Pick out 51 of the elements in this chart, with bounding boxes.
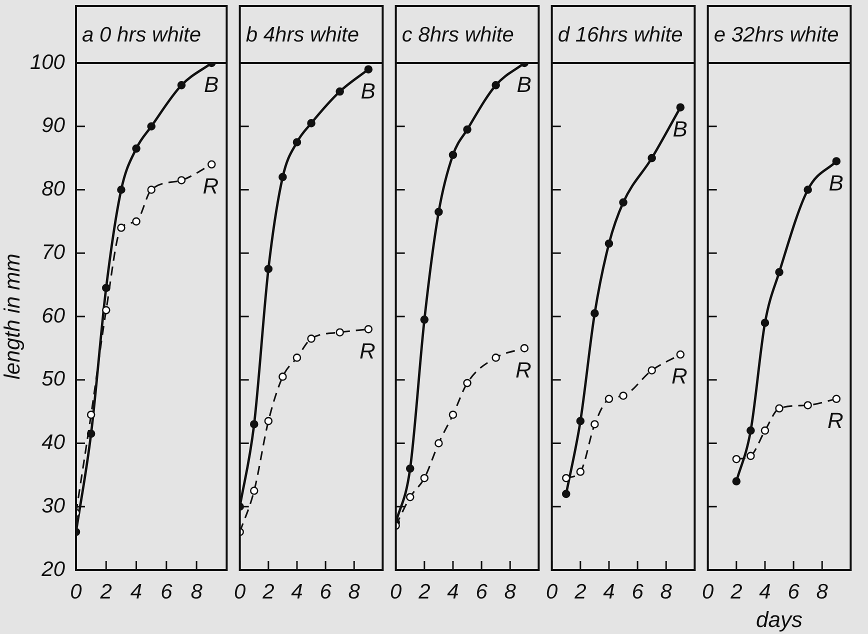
y-tick-label: 50 (42, 368, 66, 391)
x-tick-label: 8 (660, 580, 672, 604)
y-tick-label: 80 (42, 178, 66, 201)
x-tick-label: 6 (476, 580, 488, 604)
y-tick-label: 40 (42, 431, 66, 454)
series-label: B (828, 170, 844, 196)
x-tick-label: 4 (603, 580, 615, 604)
chart-title: c 8hrs white (402, 23, 514, 46)
x-tick-label: 8 (190, 580, 203, 604)
x-tick-label: 0 (70, 580, 82, 604)
x-tick-label: 4 (447, 580, 459, 604)
x-tick-label: 2 (99, 580, 112, 604)
x-tick-label: 2 (262, 580, 275, 604)
series-label: B (204, 72, 219, 98)
x-tick-label: 8 (816, 580, 828, 604)
x-axis-title: days (756, 606, 803, 632)
chart-title: d 16hrs white (558, 23, 683, 46)
x-tick-label: 2 (730, 580, 743, 604)
series-label: B (672, 116, 688, 142)
x-tick-label: 0 (546, 580, 558, 604)
y-tick-label: 70 (42, 240, 66, 264)
x-tick-label: 8 (348, 580, 360, 604)
series-label: R (828, 408, 844, 434)
x-tick-label: 0 (390, 580, 402, 604)
x-tick-label: 2 (574, 580, 587, 604)
x-tick-label: 0 (702, 580, 714, 604)
x-tick-label: 2 (418, 580, 431, 604)
y-axis-title: length in mm (0, 254, 24, 380)
y-tick-label: 90 (42, 114, 66, 138)
x-tick-label: 6 (160, 580, 173, 604)
x-tick-label: 6 (320, 580, 332, 604)
y-tick-label: 20 (40, 558, 66, 581)
chart-title: b 4hrs white (246, 23, 360, 46)
series-label: R (672, 364, 688, 389)
series-label: R (202, 174, 219, 199)
y-tick-label: 100 (30, 50, 66, 74)
series-label: R (516, 357, 532, 382)
y-tick-label: 30 (42, 494, 66, 518)
x-tick-label: 8 (504, 580, 516, 604)
x-tick-label: 4 (291, 580, 303, 604)
x-tick-label: 6 (788, 580, 800, 604)
series-label: B (516, 72, 532, 98)
chart-title: e 32hrs white (714, 23, 839, 46)
x-tick-label: 6 (632, 580, 644, 604)
series-label: B (360, 78, 376, 104)
y-tick-label: 60 (42, 304, 66, 328)
x-tick-label: 4 (130, 580, 142, 604)
series-label: R (360, 338, 376, 364)
x-tick-label: 0 (234, 580, 246, 604)
chart-title: a 0 hrs white (82, 23, 202, 46)
x-tick-label: 4 (759, 580, 771, 604)
